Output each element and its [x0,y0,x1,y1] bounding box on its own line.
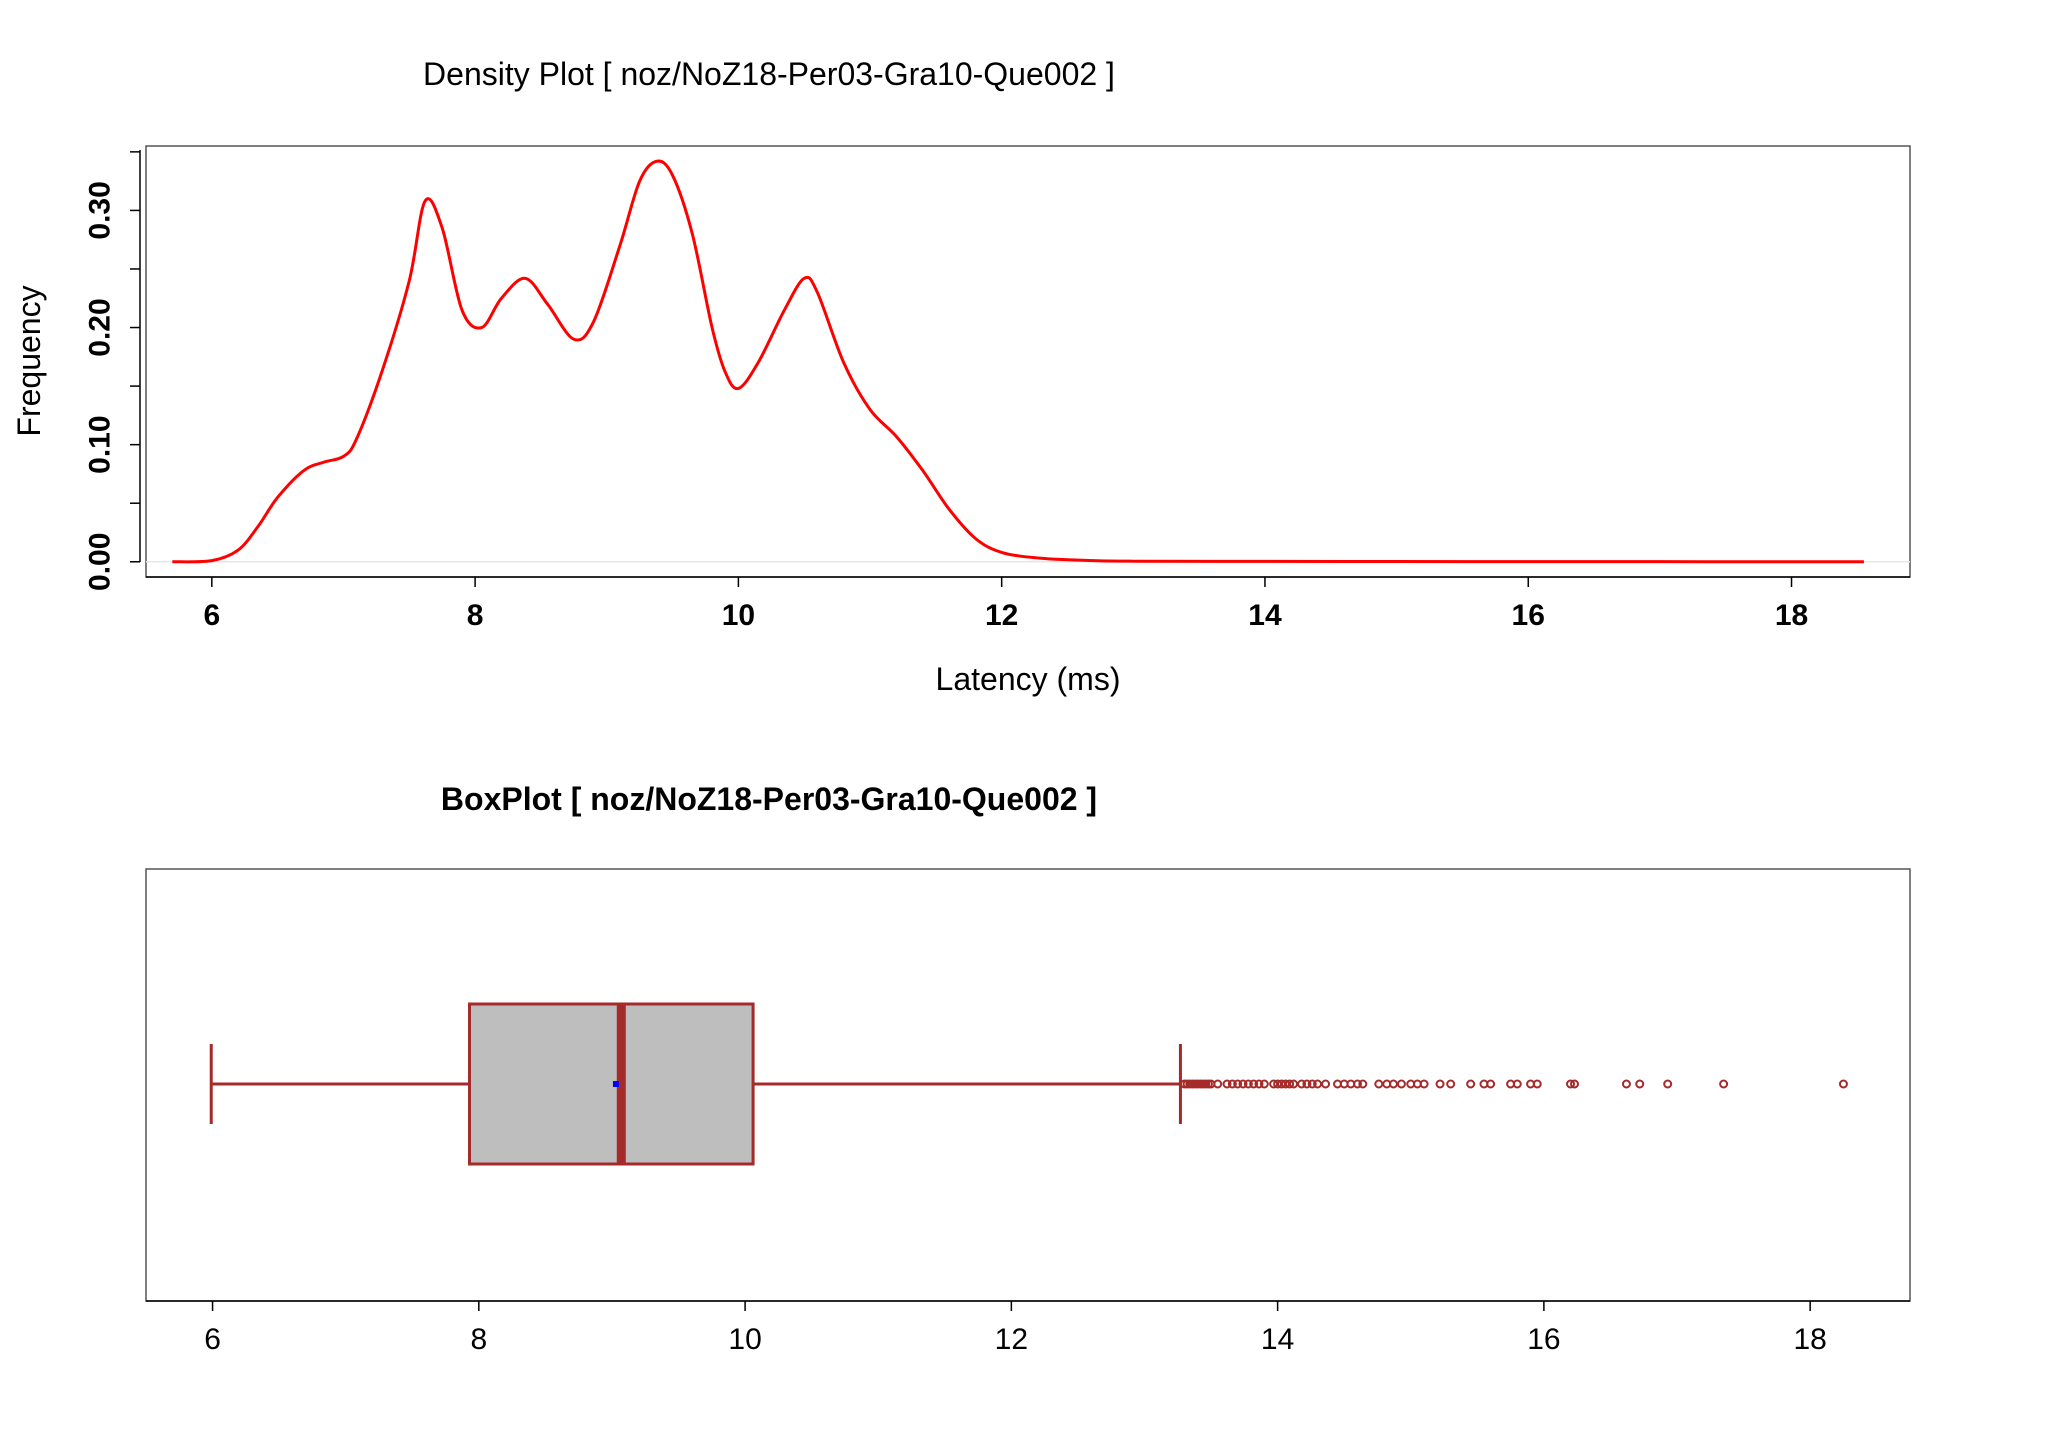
box-outlier-point [1227,1079,1237,1089]
box-title: BoxPlot [ noz/NoZ18-Per03-Gra10-Que002 ] [441,781,1097,817]
density-panel: Density Plot [ noz/NoZ18-Per03-Gra10-Que… [11,56,1911,697]
box-outlier-point [1249,1079,1259,1089]
box-outlier-point [1566,1079,1576,1089]
box-outlier-point [1238,1079,1248,1089]
box-outlier-point [1570,1079,1580,1089]
box-outlier-point [1663,1079,1673,1089]
box-outlier-point [1259,1079,1269,1089]
box-outlier-point [1466,1079,1476,1089]
box-x-tick-label: 14 [1261,1323,1294,1356]
density-x-tick-label: 6 [203,599,220,632]
box-outlier-point [1419,1079,1429,1089]
box-panel: BoxPlot [ noz/NoZ18-Per03-Gra10-Que002 ]… [145,781,1911,1356]
box-mean-marker [612,1081,619,1087]
box-outlier-point [1358,1079,1368,1089]
box-iqr-rect [468,1002,755,1166]
box-outlier-point [1285,1079,1295,1089]
box-outlier-point [1532,1079,1542,1089]
density-y-tick-label: 0.00 [84,533,117,591]
density-y-tick-label: 0.30 [84,181,117,239]
box-x-tick-label: 16 [1527,1323,1560,1356]
density-x-tick-label: 8 [467,599,484,632]
density-x-axis: 6 8 10 12 14 16 18 [146,576,1910,632]
box-outlier-point [1374,1079,1384,1089]
density-x-tick-label: 18 [1775,599,1808,632]
box-outlier-point [1396,1079,1406,1089]
density-x-tick-label: 16 [1512,599,1545,632]
box-outlier-point [1302,1079,1312,1089]
box-outlier-point [1446,1079,1456,1089]
box-outlier-point [1635,1079,1645,1089]
box-outlier-point [1233,1079,1243,1089]
density-series [172,159,1864,564]
density-plot-frame [145,145,1911,578]
box-outlier-point [1321,1079,1331,1089]
box-outlier-point [1435,1079,1445,1089]
box-outlier-point [1254,1079,1264,1089]
density-curve [172,159,1864,564]
box-outlier-point [1719,1079,1729,1089]
box-outlier-point [1486,1079,1496,1089]
density-title: Density Plot [ noz/NoZ18-Per03-Gra10-Que… [423,56,1115,92]
box-outlier-point [1838,1079,1848,1089]
box-outlier-point [1222,1079,1232,1089]
density-x-tick-label: 10 [722,599,755,632]
density-x-tick-label: 12 [985,599,1018,632]
box-outlier-point [1243,1079,1253,1089]
box-outlier-point [1307,1079,1317,1089]
box-x-tick-label: 12 [995,1323,1028,1356]
box-outlier-point [1621,1079,1631,1089]
density-x-tick-label: 14 [1248,599,1282,632]
density-y-axis-label: Frequency [11,285,47,436]
box-outlier-point [1213,1079,1223,1089]
density-x-axis-label: Latency (ms) [936,661,1121,697]
box-x-tick-label: 8 [470,1323,487,1356]
density-y-tick-label: 0.10 [84,415,117,473]
box-x-tick-label: 6 [204,1323,221,1356]
box-outlier-point [1297,1079,1307,1089]
density-y-axis: 0.00 0.10 0.20 0.30 [84,150,141,591]
box-x-tick-label: 10 [728,1323,761,1356]
box-x-axis: 6 8 10 12 14 16 18 [146,1300,1910,1356]
density-y-tick-label: 0.20 [84,298,117,356]
box-outlier-point [1353,1079,1363,1089]
box-series [209,1002,1848,1166]
box-outlier-point [1512,1079,1522,1089]
box-x-tick-label: 18 [1793,1323,1826,1356]
